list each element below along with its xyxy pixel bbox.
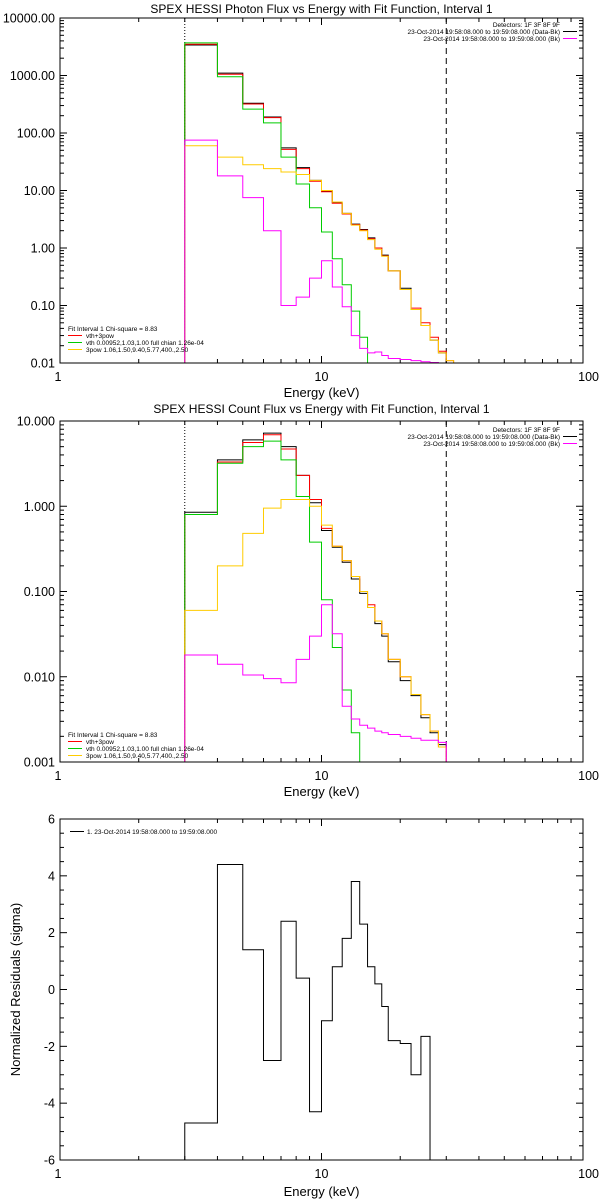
legend-bottom-entry: vth+3pow [86,739,114,746]
legend-bottom-entry: Fit Interval 1 Chi-square = 8.83 [68,732,158,739]
series-line-1 [184,863,431,1160]
series-group [184,42,465,363]
y-tick-label: 10000.00 [3,12,55,26]
x-tick-label: 100 [578,1167,599,1181]
x-tick-label: 1 [55,1167,62,1181]
y-tick-label: 4 [48,869,55,883]
y-tick-label: 100.00 [17,127,55,141]
x-tick-label: 10 [315,769,329,783]
plot-frame [59,17,584,364]
series-line-5 [184,139,439,363]
y-tick-label: 10.000 [17,415,55,429]
x-tick-label: 10 [315,370,329,384]
chart-panel-1: SPEX HESSI Photon Flux vs Energy with Fi… [3,2,599,400]
y-tick-label: 0.010 [24,670,55,684]
y-tick-label: 0.001 [24,756,55,770]
legend-bottom-entry: 3pow 1.06,1.50,9.40,5.77,400.,2.50 [86,753,189,760]
plot-frame [59,818,584,1161]
x-tick-label: 100 [578,769,599,783]
series-group [184,432,465,762]
x-tick-label: 1 [55,370,62,384]
series-line-5 [184,604,447,762]
y-tick-label: 10.00 [24,184,55,198]
series-line-4 [184,145,465,363]
y-tick-label: 0.10 [31,299,55,313]
y-tick-label: -6 [44,1154,55,1168]
x-tick-label: 100 [578,370,599,384]
series-line-3 [184,440,369,762]
legend-top-entry: Detectors: 1F 3F 8F 9F [493,22,560,29]
chart-panel-2: SPEX HESSI Count Flux vs Energy with Fit… [17,402,599,799]
series-line-2 [184,43,455,363]
plot-frame [59,420,584,763]
legend-entry: 1. 23-Oct-2014 19:58:08.000 to 19:59:08.… [87,829,217,836]
legend-top-entry: 23-Oct-2014 19:58:08.000 to 19:59:08.000… [423,441,560,448]
series-line-4 [184,499,465,762]
series-line-1 [184,44,447,363]
y-tick-label: 1.000 [24,500,55,514]
legend-top-entry: 23-Oct-2014 19:58:08.000 to 19:59:08.000… [423,36,560,43]
chart-title: SPEX HESSI Count Flux vs Energy with Fit… [153,402,489,416]
y-tick-label: 1.00 [31,242,55,256]
series-line-2 [184,434,454,762]
y-tick-label: 1000.00 [10,69,55,83]
x-axis-label: Energy (keV) [284,784,360,799]
series-group [184,863,431,1160]
y-tick-label: 6 [48,813,55,827]
legend-top-entry: Detectors: 1F 3F 8F 9F [493,427,560,434]
y-tick-label: 0.01 [31,357,55,371]
y-tick-label: 2 [48,926,55,940]
y-tick-label: -2 [44,1040,55,1054]
x-tick-label: 10 [315,1167,329,1181]
legend-bottom-entry: Fit Interval 1 Chi-square = 8.83 [68,326,158,333]
chart-panel-3: 1 10 100 Energy (keV) -6 -4 -2 0 2 4 6 Normalized R… [8,813,599,1200]
y-tick-label: -4 [44,1097,55,1111]
legend-bottom-entry: vth+3pow [86,333,114,340]
legend-top-entry: 23-Oct-2014 19:58:08.000 to 19:59:08.000… [408,29,561,36]
series-line-3 [184,42,376,363]
x-tick-label: 1 [55,769,62,783]
x-axis-label: Energy (keV) [284,385,360,400]
series-line-1 [184,432,447,762]
legend-top-entry: 23-Oct-2014 19:58:08.000 to 19:59:08.000… [408,434,561,441]
legend-bottom-entry: vth 0.00952,1.03,1.00 full chian 1.26e-0… [86,746,204,753]
y-axis-label: Normalized Residuals (sigma) [8,903,23,1076]
chart-title: SPEX HESSI Photon Flux vs Energy with Fi… [150,2,492,16]
legend-bottom-entry: 3pow 1.06,1.50,9.40,5.77,400.,2.50 [86,347,189,354]
legend-bottom-entry: vth 0.00952,1.03,1.00 full chian 1.26e-0… [86,340,204,347]
y-tick-label: 0 [48,983,55,997]
x-axis-label: Energy (keV) [284,1184,360,1199]
y-tick-label: 0.100 [24,585,55,599]
